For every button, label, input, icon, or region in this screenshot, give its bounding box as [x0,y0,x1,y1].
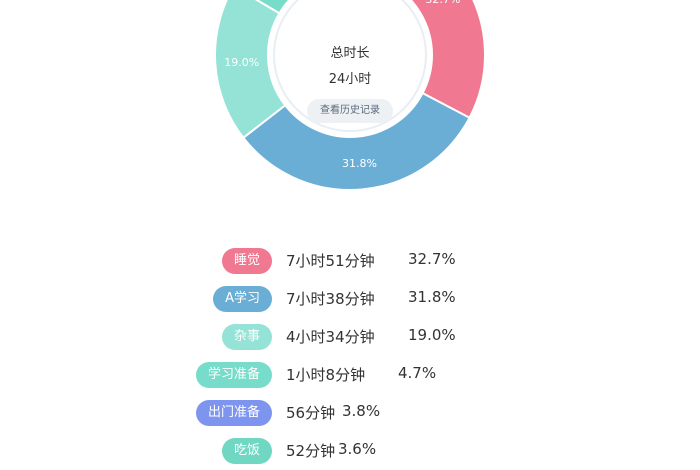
donut-slice-study-prep [255,0,291,15]
category-pill-study[interactable]: A学习 [213,286,272,312]
legend-row-chores[interactable]: 杂事 4小时34分钟 19.0% [0,322,700,350]
slice-label-sleep: 32.7% [425,0,460,6]
category-pill-chores[interactable]: 杂事 [221,324,272,350]
total-duration-title: 总时长 [330,46,370,61]
category-percent: 19.0% [408,326,456,344]
category-duration: 1小时8分钟 [286,366,366,384]
category-pill-going-out-prep[interactable]: 出门准备 [195,400,272,426]
category-percent: 3.8% [342,402,381,420]
category-pill-study-prep[interactable]: 学习准备 [195,362,272,388]
legend-row-eating[interactable]: 吃饭 52分钟 3.6% [0,436,700,464]
category-percent: 32.7% [408,250,456,268]
category-percent: 3.6% [338,440,377,458]
donut-chart: 32.7%31.8%19.0%4.7% 总时长 24小时 查看历史记录 [214,0,486,191]
category-legend: 睡觉 7小时51分钟 32.7% A学习 7小时38分钟 31.8% 杂事 4小时34分钟 19… [0,242,700,470]
slice-label-chores: 19.0% [224,56,259,69]
category-percent: 4.7% [398,364,437,382]
legend-row-study[interactable]: A学习 7小时38分钟 31.8% [0,284,700,312]
donut-chart-svg: 32.7%31.8%19.0%4.7% [214,0,486,191]
total-duration-value: 24小时 [328,72,372,87]
category-pill-sleep[interactable]: 睡觉 [221,248,272,274]
slice-label-study: 31.8% [342,157,377,170]
category-percent: 31.8% [408,288,456,306]
category-duration: 56分钟 [286,404,336,422]
category-duration: 4小时34分钟 [286,328,375,346]
category-duration: 7小时38分钟 [286,290,375,308]
legend-row-sleep[interactable]: 睡觉 7小时51分钟 32.7% [0,246,700,274]
donut-slice-study [241,91,471,191]
legend-row-going-out-prep[interactable]: 出门准备 56分钟 3.8% [0,398,700,426]
category-duration: 7小时51分钟 [286,252,375,270]
view-history-button[interactable]: 查看历史记录 [307,99,393,123]
donut-slice-sleep [409,0,486,120]
category-pill-eating[interactable]: 吃饭 [221,438,272,464]
category-duration: 52分钟 [286,442,336,460]
donut-slice-chores [214,0,287,140]
legend-row-study-prep[interactable]: 学习准备 1小时8分钟 4.7% [0,360,700,388]
donut-center-ring [273,0,427,132]
